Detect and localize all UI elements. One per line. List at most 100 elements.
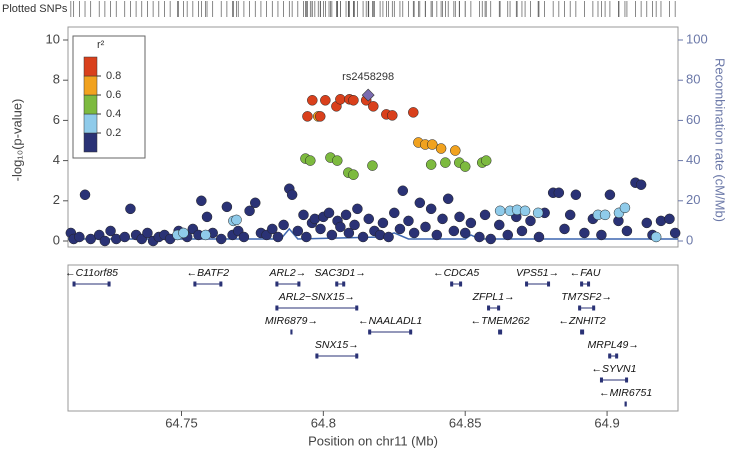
gene-exon [624, 401, 627, 407]
snp-point [368, 101, 379, 112]
snp-point [383, 231, 394, 243]
snp-point [305, 155, 316, 166]
gene-exon [459, 281, 463, 287]
snp-point [559, 223, 570, 235]
y2-tick-label: 0 [686, 232, 693, 247]
snp-point [485, 233, 496, 245]
rug-label: Plotted SNPs [2, 3, 68, 15]
snp-point [348, 95, 359, 106]
legend-title: r² [97, 39, 105, 51]
snp-point [278, 219, 289, 231]
snp-point [519, 205, 531, 217]
snp-point [669, 227, 681, 239]
gene-label: TM7SF2→ [561, 291, 612, 303]
snp-point [621, 225, 633, 237]
gene-label: MIR6879→ [265, 315, 318, 327]
snp-point [425, 203, 437, 215]
gene-exon [592, 305, 596, 311]
snp-point [377, 217, 389, 229]
gene-label: ←NAALADL1 [358, 315, 422, 327]
snp-point [85, 233, 96, 245]
snp-point [494, 219, 505, 231]
lead-snp [361, 88, 375, 102]
snp-point [532, 207, 544, 219]
snp-point [431, 229, 443, 241]
snp-point [352, 203, 363, 215]
snp-point [553, 187, 565, 199]
y2-tick-label: 100 [686, 31, 708, 46]
snp-point [403, 215, 414, 227]
gene-label: ←CDCA5 [433, 267, 479, 279]
snp-point [79, 189, 91, 201]
colorbar-tick-label: 0.8 [106, 70, 121, 82]
gene-exon [315, 353, 319, 359]
snp-point [302, 111, 313, 122]
snp-point [99, 235, 111, 247]
y-tick-label: 6 [53, 112, 60, 127]
snp-point [267, 223, 278, 235]
colorbar-segment [83, 113, 98, 134]
snp-point [459, 161, 471, 172]
snp-point [564, 209, 576, 221]
x-tick-label: 64.8 [311, 415, 336, 430]
y2-axis-label: Recombination rate (cM/Mb) [713, 58, 728, 222]
colorbar-segment [83, 94, 98, 115]
gene-exon [450, 281, 454, 287]
gene-exon [599, 377, 603, 383]
gene-exon [72, 281, 76, 287]
gene-exon [355, 305, 359, 311]
snp-point [480, 155, 492, 166]
y2-tick-label: 60 [686, 112, 700, 127]
snp-point [525, 215, 536, 227]
snp-point [307, 95, 318, 106]
snp-point [178, 227, 189, 239]
colorbar-segment [83, 56, 98, 77]
gene-exon [608, 353, 612, 359]
snp-point [292, 225, 304, 237]
y-tick-label: 8 [53, 72, 60, 87]
gene-label: ←SYVN1 [592, 363, 637, 375]
snp-point [442, 193, 454, 205]
snp-point [250, 197, 261, 209]
y-tick-label: 2 [53, 192, 60, 207]
snp-point [408, 107, 419, 118]
snp-point [357, 231, 369, 243]
snp-point [119, 231, 130, 243]
gene-label: ←FAU [570, 267, 601, 279]
snp-point [272, 231, 284, 243]
snp-point [231, 214, 242, 226]
gene-exon [409, 329, 413, 335]
snp-point [221, 201, 233, 213]
gene-label: MRPL49→ [587, 339, 638, 351]
x-axis-label: Position on chr11 (Mb) [308, 433, 438, 448]
gene-exon [487, 305, 491, 311]
y2-tick-label: 20 [686, 192, 700, 207]
snp-point [394, 223, 406, 235]
snp-point [664, 213, 675, 225]
gene-exon [219, 281, 223, 287]
colorbar-segment [83, 132, 98, 153]
snp-point [425, 159, 437, 170]
gene-exon [275, 281, 279, 287]
snp-point [448, 225, 460, 237]
snp-point [533, 231, 545, 243]
gene-exon [107, 281, 111, 287]
gene-label: SNX15→ [315, 339, 359, 351]
y-tick-label: 4 [53, 152, 60, 167]
gene-label: ←ZNHIT2 [558, 315, 605, 327]
snp-point [196, 195, 207, 207]
snp-point [326, 229, 338, 241]
snp-point [363, 213, 374, 225]
snp-point [387, 110, 398, 121]
y-tick-label: 10 [46, 31, 60, 46]
gene-frame [67, 264, 679, 412]
snp-point [397, 185, 409, 196]
snp-point [414, 197, 426, 209]
snp-point [298, 209, 309, 221]
gene-exon [275, 305, 279, 311]
gene-exon [193, 281, 197, 287]
snp-point [494, 205, 506, 217]
snp-point [314, 111, 326, 122]
snp-point [105, 225, 116, 237]
